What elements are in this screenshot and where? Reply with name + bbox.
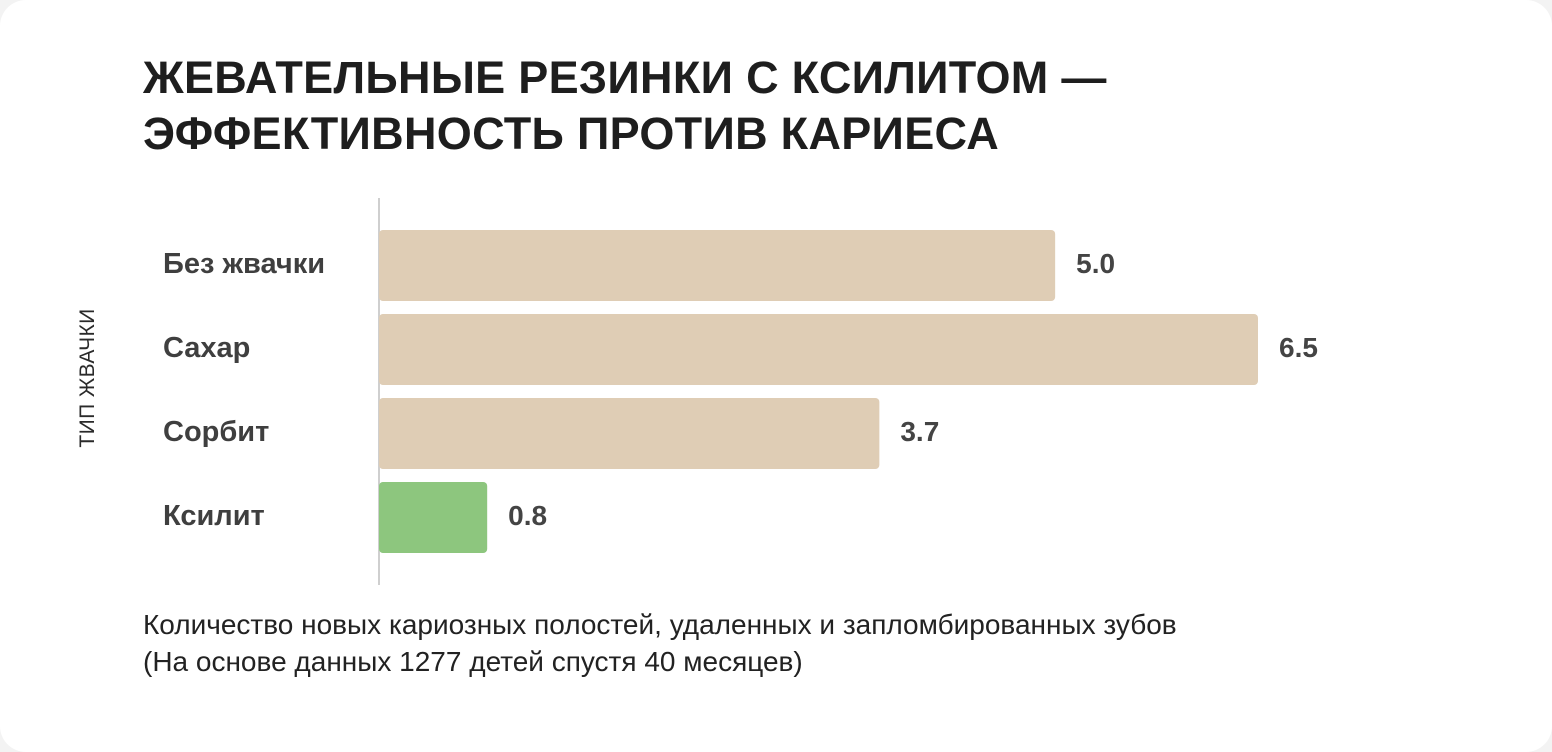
x-axis-note: (На основе данных 1277 детей спустя 40 м… (143, 646, 803, 677)
value-label-2: 6.5 (1279, 332, 1318, 363)
bar-1 (379, 230, 1056, 301)
x-axis-label-block: Количество новых кариозных полостей, уда… (143, 606, 1443, 680)
category-label-4: Ксилит (163, 500, 265, 532)
category-label-3: Сорбит (163, 416, 269, 448)
value-label-1: 5.0 (1076, 248, 1115, 279)
bar-4 (379, 482, 488, 553)
value-label-4: 0.8 (508, 500, 547, 531)
value-label-3: 3.7 (900, 416, 939, 447)
x-axis-label: Количество новых кариозных полостей, уда… (143, 609, 1177, 640)
category-label-1: Без жвачки (163, 248, 325, 280)
bar-3 (379, 398, 880, 469)
bar-2 (379, 314, 1258, 385)
chart-title: ЖЕВАТЕЛЬНЫЕ РЕЗИНКИ С КСИЛИТОМ — ЭФФЕКТИ… (143, 52, 1107, 159)
category-label-2: Сахар (163, 332, 250, 364)
